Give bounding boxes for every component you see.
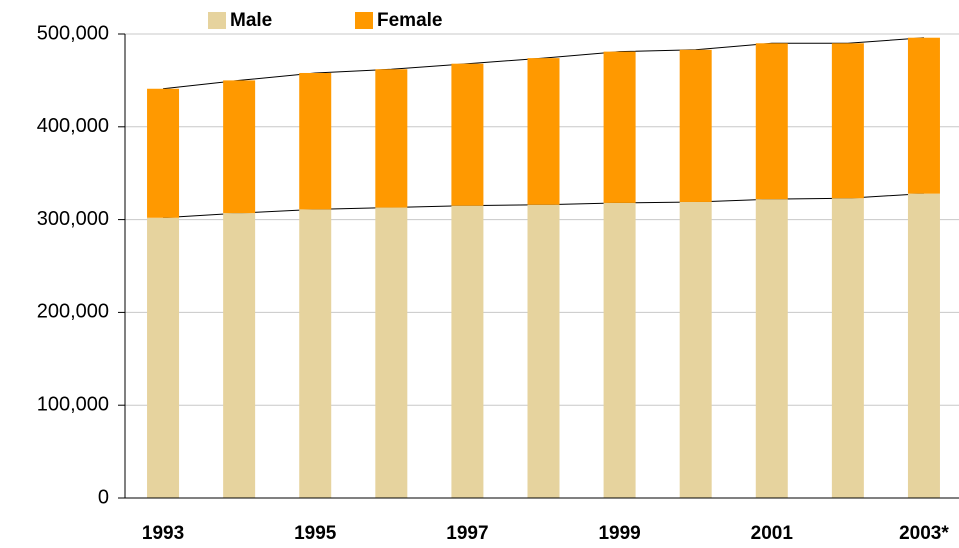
bar (603, 51, 636, 203)
bar (527, 58, 560, 205)
x-tick-label: 1997 (446, 523, 488, 544)
y-tick-label: 400,000 (37, 115, 109, 137)
bar (679, 49, 712, 202)
x-tick-label: 1995 (294, 523, 337, 544)
x-tick-label: 2001 (751, 523, 794, 544)
bar (527, 204, 560, 498)
bar (907, 193, 940, 498)
y-tick-label: 0 (98, 486, 109, 508)
bar (375, 207, 408, 498)
bar (831, 198, 864, 499)
bar (299, 72, 332, 210)
bar (755, 199, 788, 498)
bar (147, 217, 180, 498)
y-tick-label: 200,000 (37, 301, 109, 323)
bar (451, 205, 484, 498)
legend-label: Male (230, 10, 272, 31)
bar (755, 43, 788, 200)
x-tick-label: 1993 (142, 523, 184, 544)
y-tick-label: 500,000 (37, 22, 109, 44)
bar (679, 201, 712, 498)
bar (451, 63, 484, 206)
bar (299, 209, 332, 498)
legend-swatch (355, 12, 373, 29)
bar (223, 213, 256, 498)
bar (223, 80, 256, 214)
bar (375, 69, 408, 208)
bar (907, 37, 940, 194)
legend-label: Female (377, 10, 442, 31)
legend-swatch (208, 12, 226, 29)
y-tick-label: 300,000 (37, 208, 109, 230)
x-tick-label: 2003* (899, 523, 949, 544)
y-tick-label: 100,000 (37, 393, 109, 415)
bar (147, 88, 180, 218)
x-tick-label: 1999 (598, 523, 640, 544)
bar (831, 43, 864, 199)
bar (603, 202, 636, 498)
